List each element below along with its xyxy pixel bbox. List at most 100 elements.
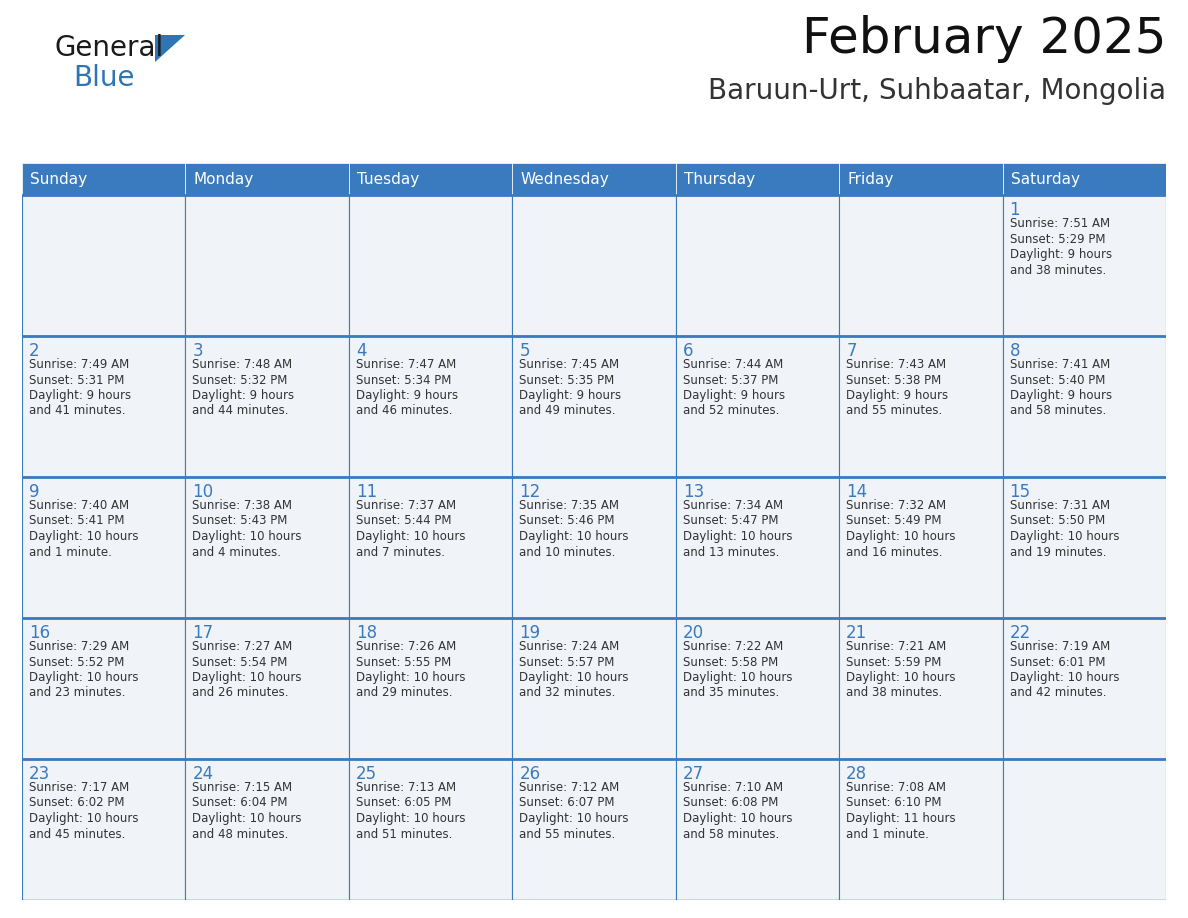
Text: 13: 13: [683, 483, 704, 501]
Text: Daylight: 9 hours: Daylight: 9 hours: [1010, 248, 1112, 261]
Text: Daylight: 10 hours: Daylight: 10 hours: [683, 812, 792, 825]
Text: Tuesday: Tuesday: [356, 172, 419, 186]
Bar: [676, 477, 839, 618]
Text: Daylight: 11 hours: Daylight: 11 hours: [846, 812, 956, 825]
Text: 22: 22: [1010, 624, 1031, 642]
Text: General: General: [55, 34, 164, 62]
Text: Sunrise: 7:41 AM: Sunrise: 7:41 AM: [1010, 358, 1110, 371]
Text: Sunset: 5:37 PM: Sunset: 5:37 PM: [683, 374, 778, 386]
Text: Daylight: 10 hours: Daylight: 10 hours: [1010, 671, 1119, 684]
Bar: [23, 618, 185, 759]
Text: 23: 23: [29, 765, 50, 783]
Bar: [185, 336, 349, 477]
Text: Daylight: 10 hours: Daylight: 10 hours: [1010, 530, 1119, 543]
Bar: [349, 477, 512, 618]
Bar: [839, 618, 1003, 759]
Text: 6: 6: [683, 342, 694, 360]
Text: 27: 27: [683, 765, 703, 783]
Text: Thursday: Thursday: [684, 172, 754, 186]
Text: Sunrise: 7:37 AM: Sunrise: 7:37 AM: [356, 499, 456, 512]
Text: and 44 minutes.: and 44 minutes.: [192, 405, 289, 418]
Text: Daylight: 10 hours: Daylight: 10 hours: [356, 812, 466, 825]
Bar: [185, 618, 349, 759]
Text: Sunset: 5:34 PM: Sunset: 5:34 PM: [356, 374, 451, 386]
Text: 12: 12: [519, 483, 541, 501]
Text: Sunset: 6:10 PM: Sunset: 6:10 PM: [846, 797, 942, 810]
Bar: [839, 477, 1003, 618]
Text: and 52 minutes.: and 52 minutes.: [683, 405, 779, 418]
Text: 26: 26: [519, 765, 541, 783]
Text: Sunset: 5:50 PM: Sunset: 5:50 PM: [1010, 514, 1105, 528]
Text: 4: 4: [356, 342, 366, 360]
Text: Daylight: 10 hours: Daylight: 10 hours: [356, 671, 466, 684]
Text: Sunrise: 7:48 AM: Sunrise: 7:48 AM: [192, 358, 292, 371]
Text: Sunset: 5:29 PM: Sunset: 5:29 PM: [1010, 232, 1105, 245]
Text: and 51 minutes.: and 51 minutes.: [356, 827, 453, 841]
Text: Daylight: 10 hours: Daylight: 10 hours: [192, 671, 302, 684]
Text: Sunset: 5:40 PM: Sunset: 5:40 PM: [1010, 374, 1105, 386]
Text: 15: 15: [1010, 483, 1031, 501]
Text: 19: 19: [519, 624, 541, 642]
Bar: [349, 336, 512, 477]
Bar: [185, 163, 349, 195]
Text: Sunset: 5:35 PM: Sunset: 5:35 PM: [519, 374, 614, 386]
Text: and 29 minutes.: and 29 minutes.: [356, 687, 453, 700]
Text: Sunset: 5:44 PM: Sunset: 5:44 PM: [356, 514, 451, 528]
Text: and 38 minutes.: and 38 minutes.: [1010, 263, 1106, 276]
Bar: [185, 759, 349, 900]
Text: Sunrise: 7:22 AM: Sunrise: 7:22 AM: [683, 640, 783, 653]
Text: Daylight: 10 hours: Daylight: 10 hours: [192, 530, 302, 543]
Text: Daylight: 10 hours: Daylight: 10 hours: [683, 671, 792, 684]
Text: Sunset: 5:58 PM: Sunset: 5:58 PM: [683, 655, 778, 668]
Text: and 58 minutes.: and 58 minutes.: [683, 827, 779, 841]
Text: Sunset: 5:59 PM: Sunset: 5:59 PM: [846, 655, 942, 668]
Text: 16: 16: [29, 624, 50, 642]
Text: 17: 17: [192, 624, 214, 642]
Bar: [676, 163, 839, 195]
Text: 5: 5: [519, 342, 530, 360]
Text: and 19 minutes.: and 19 minutes.: [1010, 545, 1106, 558]
Text: and 58 minutes.: and 58 minutes.: [1010, 405, 1106, 418]
Text: Sunrise: 7:29 AM: Sunrise: 7:29 AM: [29, 640, 129, 653]
Text: Monday: Monday: [194, 172, 254, 186]
Bar: [512, 163, 676, 195]
Text: Daylight: 10 hours: Daylight: 10 hours: [29, 530, 139, 543]
Text: and 7 minutes.: and 7 minutes.: [356, 545, 444, 558]
Text: 11: 11: [356, 483, 377, 501]
Bar: [23, 163, 185, 195]
Text: Sunrise: 7:24 AM: Sunrise: 7:24 AM: [519, 640, 619, 653]
Bar: [1003, 163, 1165, 195]
Text: Daylight: 9 hours: Daylight: 9 hours: [356, 389, 459, 402]
Text: and 13 minutes.: and 13 minutes.: [683, 545, 779, 558]
Bar: [676, 618, 839, 759]
Bar: [23, 195, 185, 336]
Text: Sunset: 5:38 PM: Sunset: 5:38 PM: [846, 374, 941, 386]
Text: 3: 3: [192, 342, 203, 360]
Bar: [1003, 477, 1165, 618]
Text: and 35 minutes.: and 35 minutes.: [683, 687, 779, 700]
Text: 14: 14: [846, 483, 867, 501]
Text: Daylight: 9 hours: Daylight: 9 hours: [29, 389, 131, 402]
Text: Sunrise: 7:08 AM: Sunrise: 7:08 AM: [846, 781, 946, 794]
Bar: [23, 336, 185, 477]
Text: Daylight: 10 hours: Daylight: 10 hours: [29, 812, 139, 825]
Text: and 16 minutes.: and 16 minutes.: [846, 545, 942, 558]
Text: Sunset: 5:43 PM: Sunset: 5:43 PM: [192, 514, 287, 528]
Text: Sunset: 6:04 PM: Sunset: 6:04 PM: [192, 797, 287, 810]
Text: and 1 minute.: and 1 minute.: [846, 827, 929, 841]
Text: Sunset: 5:49 PM: Sunset: 5:49 PM: [846, 514, 942, 528]
Text: Sunrise: 7:21 AM: Sunrise: 7:21 AM: [846, 640, 947, 653]
Bar: [185, 195, 349, 336]
Bar: [1003, 618, 1165, 759]
Text: 28: 28: [846, 765, 867, 783]
Text: Sunset: 6:05 PM: Sunset: 6:05 PM: [356, 797, 451, 810]
Text: 25: 25: [356, 765, 377, 783]
Text: Daylight: 10 hours: Daylight: 10 hours: [519, 671, 628, 684]
Text: Sunset: 5:57 PM: Sunset: 5:57 PM: [519, 655, 614, 668]
Text: Daylight: 10 hours: Daylight: 10 hours: [683, 530, 792, 543]
Text: Sunrise: 7:40 AM: Sunrise: 7:40 AM: [29, 499, 129, 512]
Bar: [349, 163, 512, 195]
Bar: [676, 195, 839, 336]
Text: Sunrise: 7:47 AM: Sunrise: 7:47 AM: [356, 358, 456, 371]
Text: and 1 minute.: and 1 minute.: [29, 545, 112, 558]
